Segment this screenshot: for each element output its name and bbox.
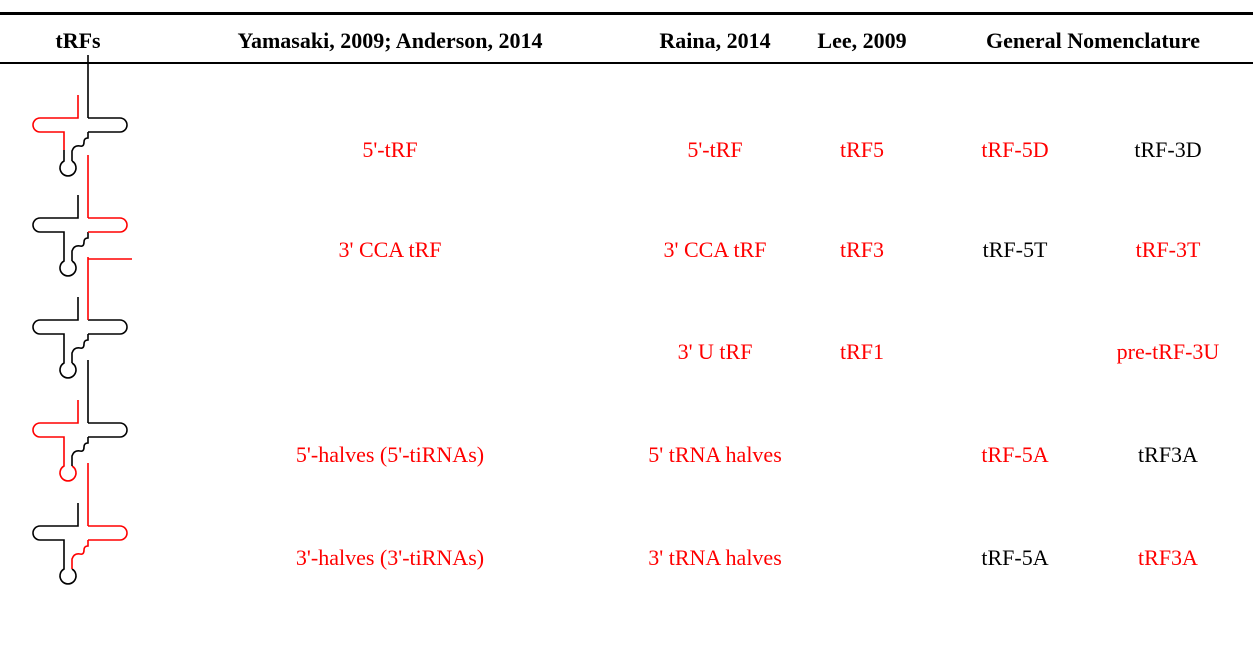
cell: tRF-3T [1136, 237, 1201, 263]
trna-segment [33, 297, 78, 352]
header-rule [0, 62, 1253, 64]
cell: tRF-5A [981, 442, 1048, 468]
trna-segment [72, 334, 88, 363]
cell: tRF1 [840, 339, 884, 365]
header-cell: Yamasaki, 2009; Anderson, 2014 [238, 28, 543, 54]
trna-segment [33, 195, 78, 250]
cell: 3' U tRF [678, 339, 753, 365]
trna-segment [88, 118, 127, 132]
trna-icon [20, 463, 150, 588]
cell: 3' CCA tRF [663, 237, 766, 263]
cell: 5'-tRF [687, 137, 742, 163]
trna-segment [33, 95, 78, 150]
header-cell: Lee, 2009 [817, 28, 906, 54]
top-rule [0, 12, 1253, 15]
cell: pre-tRF-3U [1117, 339, 1220, 365]
cell: tRF-5D [981, 137, 1048, 163]
cell: 5'-tRF [362, 137, 417, 163]
cell: tRF-5A [981, 545, 1048, 571]
cell: tRF3A [1138, 545, 1198, 571]
trna-segment [72, 437, 88, 466]
trna-segment [33, 503, 78, 558]
trna-segment [88, 526, 127, 540]
cell: 3' tRNA halves [648, 545, 782, 571]
trna-segment [72, 540, 88, 569]
cell: tRF-3D [1134, 137, 1201, 163]
cell: tRF3 [840, 237, 884, 263]
header-cell: tRFs [55, 28, 100, 54]
cell: 5'-halves (5'-tiRNAs) [296, 442, 484, 468]
cell: 5' tRNA halves [648, 442, 782, 468]
cell: tRF3A [1138, 442, 1198, 468]
page: tRFs Yamasaki, 2009; Anderson, 2014 Rain… [0, 0, 1253, 670]
trna-segment [88, 320, 127, 334]
trna-segment [88, 423, 127, 437]
trna-segment [60, 558, 76, 584]
cell: 3'-halves (3'-tiRNAs) [296, 545, 484, 571]
cell: tRF5 [840, 137, 884, 163]
trna-segment [88, 218, 127, 232]
cell: 3' CCA tRF [338, 237, 441, 263]
header-cell: General Nomenclature [986, 28, 1200, 54]
header-cell: Raina, 2014 [659, 28, 770, 54]
trna-segment [33, 400, 78, 455]
cell: tRF-5T [983, 237, 1048, 263]
